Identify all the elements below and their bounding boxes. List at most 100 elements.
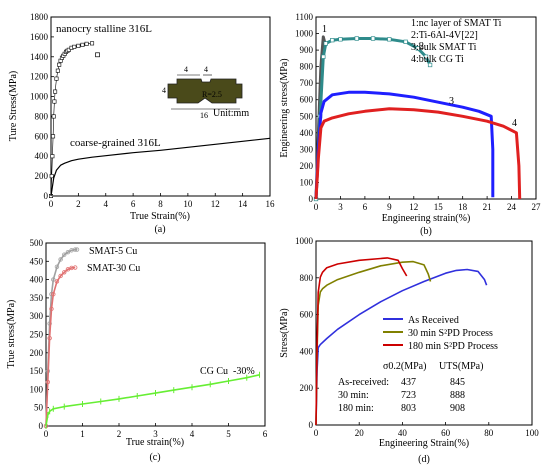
data-point	[49, 306, 54, 312]
data-point	[51, 134, 56, 139]
x-tick-label: 3	[153, 429, 158, 439]
y-tick-label: 800	[300, 273, 314, 283]
data-point	[323, 41, 328, 46]
y-tick-label: 800	[35, 111, 49, 121]
x-tick-label: 2	[76, 199, 81, 209]
panel-b-curve-label-4: 4	[512, 118, 517, 129]
x-tick-label: 2	[117, 429, 122, 439]
panel-c-ylabel: True stress(MPa)	[6, 300, 17, 369]
x-tick-label: 12	[409, 202, 418, 212]
panel-d-ylabel: Stress(MPa)	[279, 308, 290, 357]
x-tick-label: 100	[525, 428, 539, 438]
data-point	[74, 247, 80, 252]
table-row-uts: 888	[450, 390, 465, 401]
x-tick-label: 80	[484, 428, 494, 438]
inset-label-4c: 4	[162, 86, 166, 95]
data-point	[51, 277, 56, 282]
panel-d-series	[315, 257, 488, 426]
panel-c-label-cg: CG Cu -30%	[200, 366, 255, 377]
data-point	[49, 174, 54, 179]
x-tick-label: 12	[211, 199, 220, 209]
y-tick-label: 700	[300, 78, 314, 88]
data-point	[72, 265, 78, 270]
y-tick-label: 350	[30, 293, 44, 303]
panel-a: 0 2 4 6 8 10 12 14 16 0 200 400 600 800 1000 1200 1400 16…	[8, 12, 275, 235]
data-point	[354, 36, 359, 41]
panel-a-label: (a)	[154, 224, 165, 235]
panel-c-frame	[45, 242, 266, 427]
series-line	[45, 266, 76, 427]
y-tick-label: 900	[300, 45, 314, 55]
data-point	[321, 54, 326, 59]
data-point	[65, 267, 71, 272]
x-tick-label: 6	[131, 199, 136, 209]
series-line	[50, 137, 271, 197]
panel-a-annotation-cg: coarse-grained 316L	[70, 137, 161, 149]
table-row-label: 30 min:	[338, 390, 369, 401]
panel-b-legend: 1:nc layer of SMAT Ti 2:Ti-6Al-4V[22] 3:…	[411, 18, 502, 65]
y-tick-label: 400	[300, 128, 314, 138]
panel-b-ticks: 0 3 6 9 12 15 18 21 24 27010020030040050060070080…	[295, 12, 541, 212]
data-point	[51, 292, 56, 297]
y-tick-label: 400	[300, 346, 314, 356]
x-tick-label: 10	[183, 199, 193, 209]
panel-b-frame	[315, 16, 537, 200]
y-tick-label: 50	[34, 403, 44, 413]
y-tick-label: 150	[30, 366, 44, 376]
panel-a-ticks: 0 2 4 6 8 10 12 14 16 0 200 400 600 800 1000 1200 1400 16…	[30, 12, 275, 209]
panel-c-label-smat5: SMAT-5 Cu	[89, 246, 137, 257]
panel-b-curve-label-2: 2	[419, 41, 424, 52]
y-tick-label: 0	[309, 420, 314, 430]
x-tick-label: 24	[507, 202, 517, 212]
specimen-shape	[167, 78, 243, 104]
y-tick-label: 200	[30, 348, 44, 358]
x-tick-label: 4	[104, 199, 109, 209]
panel-b: 0 3 6 9 12 15 18 21 24 27010020030040050060070080…	[279, 12, 541, 237]
y-tick-label: 200	[300, 383, 314, 393]
panel-c-xlabel: True strain(%)	[126, 437, 184, 448]
y-tick-label: 500	[30, 238, 44, 248]
legend-label-30min: 30 min S²PD Process	[408, 328, 493, 339]
inset-label-4b: 4	[204, 65, 208, 74]
data-point	[47, 335, 52, 341]
panel-b-ylabel: Engineering stress(MPa)	[279, 58, 290, 157]
x-tick-label: 8	[158, 199, 163, 209]
x-tick-label: 60	[441, 428, 451, 438]
series-line	[314, 107, 522, 200]
panel-c-label: (c)	[149, 452, 160, 463]
y-tick-label: 0	[39, 421, 44, 431]
table-row-label: 180 min:	[338, 403, 374, 414]
panel-b-legend-1: 1:nc layer of SMAT Ti	[411, 18, 502, 29]
data-point	[57, 62, 62, 67]
y-tick-label: 1000	[30, 92, 49, 102]
data-point	[403, 39, 408, 44]
data-point	[76, 43, 81, 48]
data-point	[427, 62, 433, 68]
data-point	[55, 68, 60, 73]
y-tick-label: 600	[300, 95, 314, 105]
panel-b-legend-4: 4:bulk CG Ti	[411, 54, 464, 65]
x-tick-label: 9	[387, 202, 392, 212]
panel-b-legend-2: 2:Ti-6Al-4V[22]	[411, 30, 478, 41]
y-tick-label: 0	[309, 194, 314, 204]
x-tick-label: 0	[314, 202, 319, 212]
data-point	[387, 37, 392, 42]
legend-label-180min: 180 min S²PD Process	[408, 341, 498, 352]
y-tick-label: 100	[300, 177, 314, 187]
x-tick-label: 4	[190, 429, 195, 439]
panel-c: 0 1 2 3 4 5 6 0 50 100 150 200 250 300 350 400 450 500 SM…	[6, 238, 268, 463]
y-tick-label: 0	[44, 191, 49, 201]
data-point	[72, 247, 78, 252]
data-point	[62, 252, 67, 257]
y-tick-label: 800	[300, 62, 314, 72]
y-tick-label: 300	[300, 144, 314, 154]
y-tick-label: 1100	[295, 12, 313, 22]
x-tick-label: 40	[398, 428, 408, 438]
panel-d-frame	[315, 240, 533, 426]
table-row-sigma: 437	[401, 377, 416, 388]
panel-c-ticks: 0 1 2 3 4 5 6 0 50 100 150 200 250 300 350 400 450 500	[30, 238, 268, 439]
data-point	[84, 41, 89, 46]
